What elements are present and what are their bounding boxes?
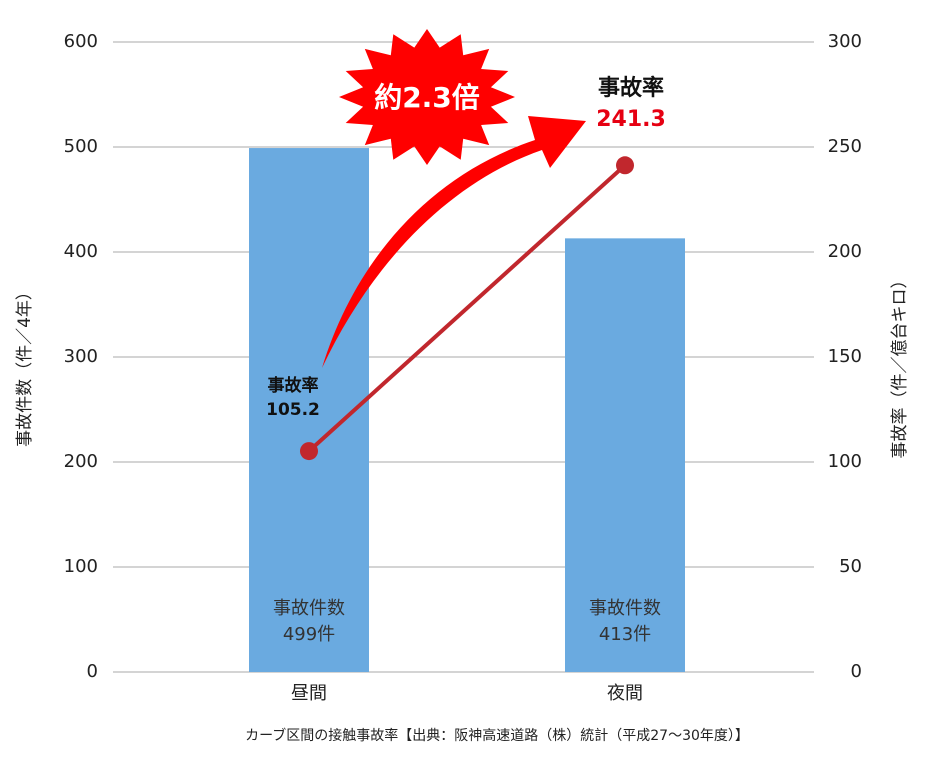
y2-tick-label: 100	[828, 451, 862, 472]
bar	[565, 238, 685, 672]
y-tick-label: 400	[64, 241, 98, 262]
y-tick-label: 300	[64, 346, 98, 367]
y-tick-label: 0	[87, 661, 98, 682]
x-tick-label: 昼間	[291, 683, 327, 704]
y-tick-label: 600	[64, 31, 98, 52]
y-tick-label: 500	[64, 136, 98, 157]
y-tick-label: 200	[64, 451, 98, 472]
line-value-label: 241.3	[596, 107, 666, 132]
line-marker	[300, 442, 318, 461]
y2-tick-label: 50	[839, 556, 862, 577]
line-value-label: 105.2	[266, 400, 320, 420]
caption: カーブ区間の接触事故率【出典：阪神高速道路（株）統計（平成27～30年度）】	[245, 727, 749, 744]
y-axis-label: 事故件数（件／4年）	[15, 283, 35, 447]
y-tick-label: 100	[64, 556, 98, 577]
bars: 事故件数 499件 事故件数 413件	[249, 148, 685, 673]
y2-tick-label: 200	[828, 241, 862, 262]
bar-series-label: 事故件数	[273, 598, 345, 619]
x-tick-label: 夜間	[607, 683, 643, 704]
bar	[249, 148, 369, 673]
y2-tick-label: 300	[828, 31, 862, 52]
grid: 0 100 200 300 400 500 600 0 50 100 150 200 250 300 昼間 夜…	[64, 31, 862, 704]
bar-value-label: 499件	[283, 624, 335, 645]
line	[307, 163, 627, 453]
y2-tick-label: 0	[851, 661, 862, 682]
starburst	[339, 29, 515, 165]
y2-tick-label: 250	[828, 136, 862, 157]
arrow	[322, 116, 586, 368]
lines: 事故率 105.2 事故率 241.3	[266, 75, 666, 461]
annotation: 約2.3倍	[374, 81, 480, 114]
bar-series-label: 事故件数	[589, 598, 661, 619]
y2-axis-label: 事故率（件／億台キロ）	[890, 272, 910, 459]
line-marker	[616, 156, 634, 175]
line-series-label: 事故率	[598, 75, 664, 101]
line-series-label: 事故率	[268, 375, 319, 396]
bar-value-label: 413件	[599, 624, 651, 645]
y2-tick-label: 150	[828, 346, 862, 367]
